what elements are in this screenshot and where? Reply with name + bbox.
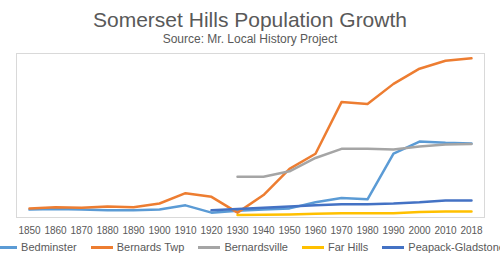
svg-text:2010: 2010 xyxy=(434,225,457,236)
svg-text:1960: 1960 xyxy=(304,225,327,236)
html-text:Bernards Twp: Bernards Twp xyxy=(116,241,185,253)
svg-text:1870: 1870 xyxy=(70,225,93,236)
svg-text:1910: 1910 xyxy=(174,225,197,236)
svg-text:2018: 2018 xyxy=(460,225,483,236)
svg-text:1980: 1980 xyxy=(356,225,379,236)
html-text:Source: Mr. Local History Proj: Source: Mr. Local History Project xyxy=(162,32,338,46)
svg-text:2000: 2000 xyxy=(408,225,431,236)
svg-text:1990: 1990 xyxy=(382,225,405,236)
html-text:Far Hills: Far Hills xyxy=(328,241,369,253)
svg-text:1860: 1860 xyxy=(44,225,67,236)
svg-text:1920: 1920 xyxy=(200,225,223,236)
svg-text:1900: 1900 xyxy=(148,225,171,236)
html-text:Bernardsville: Bernardsville xyxy=(224,241,288,253)
svg-text:1880: 1880 xyxy=(96,225,119,236)
svg-text:1930: 1930 xyxy=(226,225,249,236)
html-text:Somerset Hills Population Grow: Somerset Hills Population Growth xyxy=(93,8,407,31)
html-text:Bedminster: Bedminster xyxy=(21,241,77,253)
svg-text:1850: 1850 xyxy=(18,225,41,236)
svg-text:1890: 1890 xyxy=(122,225,145,236)
svg-text:1940: 1940 xyxy=(252,225,275,236)
svg-text:1970: 1970 xyxy=(330,225,353,236)
svg-text:1950: 1950 xyxy=(278,225,301,236)
